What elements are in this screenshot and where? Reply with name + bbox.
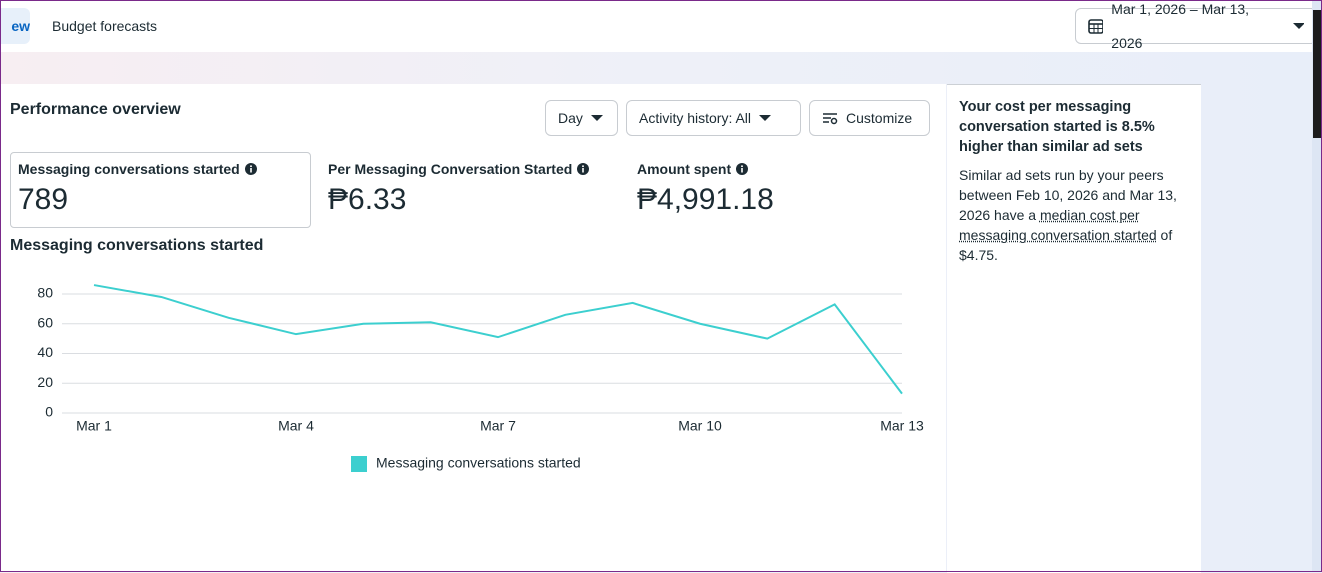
legend-swatch (351, 456, 367, 472)
insight-text: of $4.75. (959, 227, 1173, 263)
insight-panel (947, 84, 1201, 573)
insight-body: Similar ad sets run by your peers betwee… (959, 165, 1191, 265)
x-tick-label: Mar 7 (480, 418, 516, 434)
date-range: Mar 1, 2026 – Mar 13, 2026 (1111, 1, 1250, 51)
x-tick-label: Mar 1 (76, 418, 112, 434)
y-tick-label: 20 (37, 374, 53, 390)
metric-label: Amount spent (637, 161, 749, 177)
button-label: Customize (846, 110, 913, 126)
chart-title: Messaging conversations started (10, 237, 263, 254)
metric-label-text: Amount spent (637, 161, 732, 177)
scroll-area (1312, 0, 1322, 572)
line-series (93, 284, 903, 395)
calendar-icon (1088, 19, 1104, 34)
button-label: Day (558, 110, 583, 126)
y-tick-label: 80 (37, 285, 53, 301)
y-tick-label: 40 (37, 344, 53, 360)
metric-label-text: Per Messaging Conversation Started (328, 161, 573, 177)
info-icon[interactable] (736, 163, 749, 175)
legend-label: Messaging conversations started (376, 455, 581, 471)
edge-strip (1313, 10, 1322, 138)
customize-button[interactable]: Customize (809, 100, 930, 136)
info-icon[interactable] (244, 163, 257, 175)
tab-label: Budget forecasts (52, 18, 158, 34)
x-tick-label: Mar 4 (278, 418, 314, 434)
day-button[interactable]: Day (545, 100, 618, 136)
metric-label-text: Messaging conversations started (18, 161, 240, 177)
caret (1292, 23, 1304, 29)
panel-title: Performance overview (10, 101, 181, 118)
metric-value: ₱6.33 (328, 183, 407, 216)
y-tick-label: 0 (45, 404, 53, 420)
insight-link[interactable]: median cost per messaging conversation s… (959, 207, 1157, 243)
y-tick-label: 60 (37, 314, 53, 330)
tab[interactable]: ew (0, 8, 30, 44)
date-picker[interactable]: Mar 1, 2026 – Mar 13, 2026 (1075, 1, 1317, 51)
metric-label: Per Messaging Conversation Started (328, 161, 590, 177)
chart: Messaging conversations started 0 20 40 60 8… (10, 237, 924, 472)
tab[interactable]: Budget forecasts (52, 8, 157, 44)
metric-value: 789 (18, 183, 69, 216)
insight-heading: Your cost per messaging conversation sta… (959, 99, 1155, 155)
caret (759, 115, 772, 121)
insight-text: Similar ad sets run by your peers betwee… (959, 167, 1177, 223)
activity-button[interactable]: Activity history: All (626, 100, 801, 136)
tab-label: ew (11, 18, 30, 34)
caret (590, 115, 603, 121)
metric-label: Messaging conversations started (18, 161, 257, 177)
button-label: Activity history: All (639, 110, 752, 126)
info-icon[interactable] (577, 163, 590, 175)
x-tick-label: Mar 10 (678, 418, 722, 434)
top-bar: ew Budget forecasts Mar 1, 2026 – Mar 13… (0, 0, 1322, 52)
x-tick-label: Mar 13 (880, 418, 924, 434)
metric-card[interactable] (10, 152, 311, 228)
metric-value: ₱4,991.18 (637, 183, 774, 216)
customize-icon (823, 113, 838, 125)
